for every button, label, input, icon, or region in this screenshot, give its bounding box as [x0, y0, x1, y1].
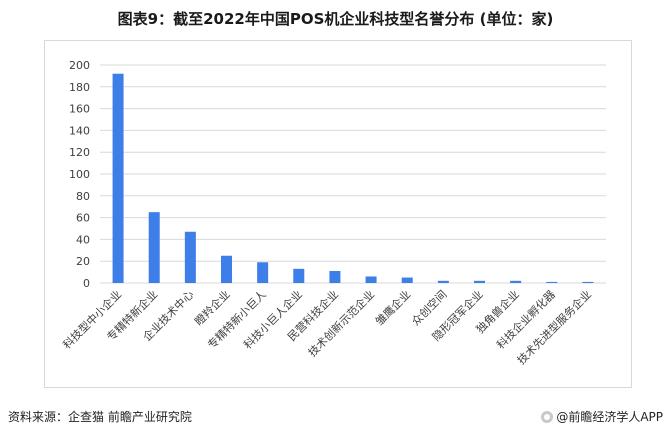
bar	[546, 281, 558, 283]
bar	[184, 231, 196, 283]
y-tick-label: 0	[83, 277, 90, 290]
y-tick-label: 120	[69, 146, 90, 159]
bar	[112, 73, 124, 283]
bar	[293, 268, 305, 283]
brand-label: @前瞻经济学人APP	[556, 410, 663, 424]
bar	[401, 277, 413, 283]
y-tick-label: 100	[69, 168, 90, 181]
x-tick-label: 技术创新示范企业	[305, 287, 377, 359]
y-tick-label: 200	[69, 59, 90, 72]
y-tick-label: 140	[69, 124, 90, 137]
y-tick-label: 60	[76, 212, 90, 225]
bar	[474, 280, 485, 283]
y-tick-label: 20	[76, 255, 90, 268]
y-tick-label: 80	[76, 190, 90, 203]
source-note: 资料来源：企查猫 前瞻产业研究院	[8, 410, 192, 424]
chart-title: 图表9：截至2022年中国POS机企业科技型名誉分布 (单位：家)	[117, 10, 554, 28]
y-tick-label: 40	[76, 233, 90, 246]
x-tick-label: 雏鹰企业	[372, 287, 413, 328]
bar	[148, 212, 160, 283]
bar	[329, 271, 341, 283]
bar	[365, 276, 377, 283]
bar	[221, 255, 232, 283]
y-tick-label: 180	[69, 81, 90, 94]
y-tick-label: 160	[69, 103, 90, 116]
brand-credit: @前瞻经济学人APP	[541, 408, 663, 425]
bar	[257, 262, 269, 283]
bar	[582, 281, 594, 283]
brand-logo-icon	[541, 411, 554, 423]
chart-frame	[44, 40, 632, 388]
bar	[510, 280, 522, 283]
bar	[437, 280, 449, 283]
